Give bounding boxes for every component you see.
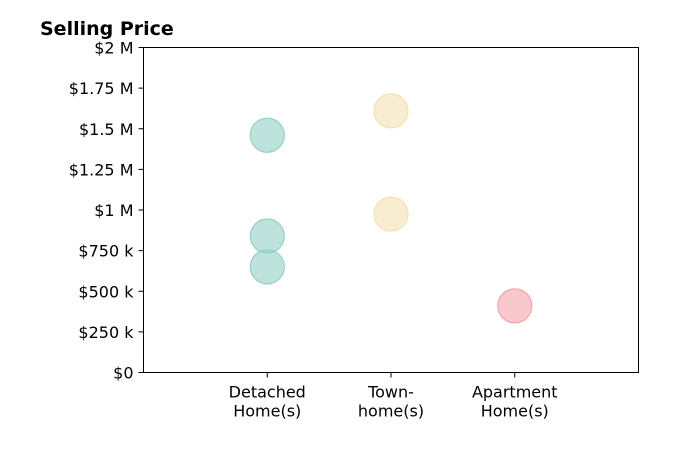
y-axis: $0 $250 k $500 k $750 k $1 M $1.25 M $1.5 M $1.…: [69, 39, 144, 383]
x-tick-label: Home(s): [233, 402, 301, 421]
y-tick-label: $250 k: [78, 323, 134, 342]
data-point: [249, 218, 285, 254]
x-tick-label: Apartment: [472, 383, 558, 402]
data-points: [249, 93, 533, 324]
y-tick-label: $500 k: [78, 282, 134, 301]
x-tick-label: home(s): [358, 402, 424, 421]
x-tick-label: Detached: [229, 383, 306, 402]
chart-title: Selling Price: [40, 18, 174, 40]
x-tick-label: Home(s): [481, 402, 549, 421]
x-axis: DetachedHome(s)Town-home(s)ApartmentHome…: [229, 372, 558, 421]
x-tick-label: Town-: [367, 383, 414, 402]
data-point: [373, 93, 409, 129]
y-tick-label: $1 M: [94, 201, 133, 220]
y-tick-label: $1.25 M: [69, 160, 134, 179]
data-point: [497, 288, 533, 324]
y-tick-label: $2 M: [94, 39, 133, 58]
data-point: [249, 249, 285, 285]
y-tick-label: $750 k: [78, 242, 134, 261]
y-tick-label: $1.5 M: [79, 120, 134, 139]
data-point: [373, 196, 409, 232]
y-tick-label: $0: [113, 364, 133, 383]
data-point: [249, 117, 285, 153]
y-tick-label: $1.75 M: [69, 79, 134, 98]
